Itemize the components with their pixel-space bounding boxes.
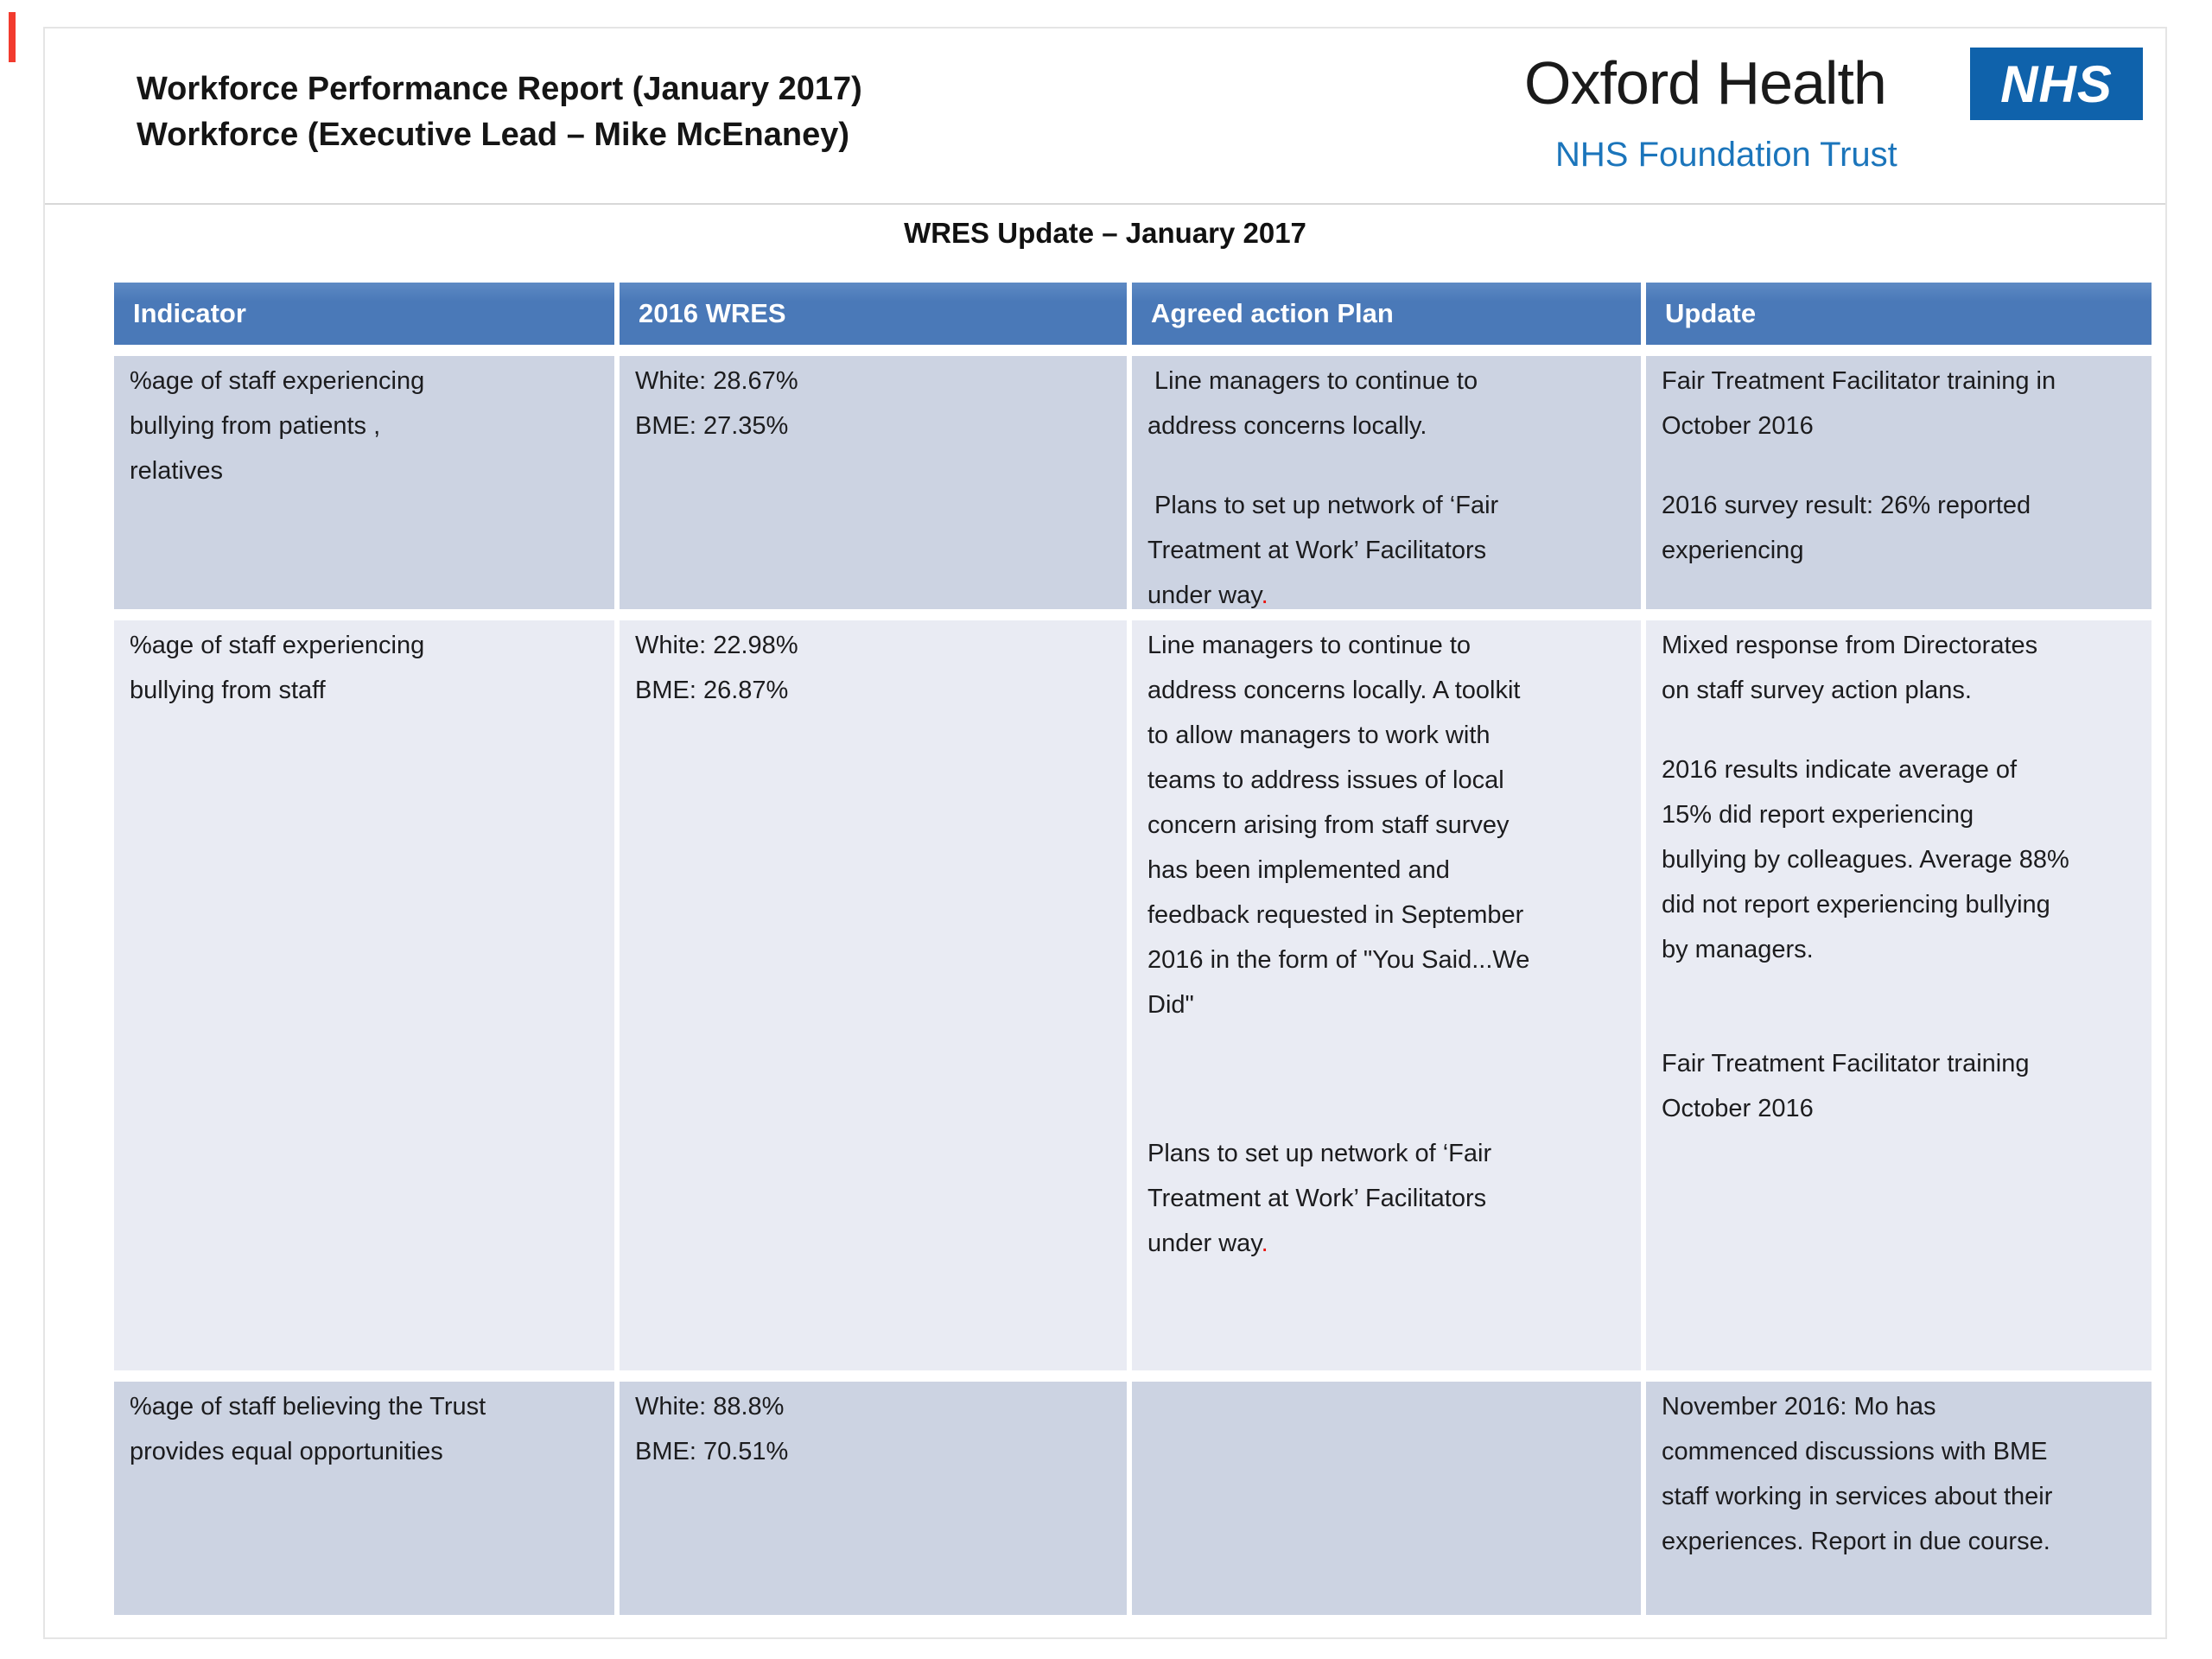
- text-line: [1147, 1062, 1629, 1096]
- table-title: WRES Update – January 2017: [904, 217, 1306, 249]
- cell-row3-indicator: %age of staff believing the Trust provide…: [114, 1382, 614, 1615]
- text-line: %age of staff believing the Trust: [130, 1393, 486, 1421]
- text-line: address concerns locally.: [1147, 412, 1427, 440]
- red-full-stop: .: [1261, 582, 1268, 609]
- text-line: BME: 26.87%: [635, 677, 789, 704]
- text-line: October 2016: [1662, 1095, 1814, 1122]
- text-line: feedback requested in September: [1147, 901, 1524, 929]
- text-line: experiencing: [1662, 537, 1804, 564]
- text-line: 2016 in the form of "You Said...We: [1147, 946, 1530, 974]
- text-line: on staff survey action plans.: [1662, 677, 1972, 704]
- report-title-line1: Workforce Performance Report (January 20…: [137, 71, 862, 107]
- text-line: Fair Treatment Facilitator training: [1662, 1050, 2030, 1077]
- text-line: [1147, 1027, 1629, 1062]
- text-line: under way.: [1147, 1230, 1268, 1257]
- text-line: bullying by colleagues. Average 88%: [1662, 846, 2069, 874]
- text-line: October 2016: [1662, 412, 1814, 440]
- text-line: concern arising from staff survey: [1147, 811, 1510, 839]
- text-line: by managers.: [1662, 936, 1814, 963]
- text-line: to allow managers to work with: [1147, 721, 1491, 749]
- text-line: White: 88.8%: [635, 1393, 785, 1421]
- cell-row1-action: Line managers to continue to address conc…: [1132, 356, 1641, 609]
- text-line: 2016 results indicate average of: [1662, 756, 2018, 784]
- text-line: [1662, 972, 2139, 1007]
- text-line: Fair Treatment Facilitator training in: [1662, 367, 2056, 395]
- left-edge-red-marker: [9, 12, 16, 62]
- text-line: Plans to set up network of ‘Fair: [1147, 492, 1499, 519]
- cell-row2-indicator: %age of staff experiencing bullying from …: [114, 620, 614, 1370]
- text-line: has been implemented and: [1147, 856, 1450, 884]
- nhs-logo-text: NHS: [2000, 54, 2113, 113]
- text-line: bullying from staff: [130, 677, 326, 704]
- text-line: [1662, 713, 2139, 747]
- text-line: White: 22.98%: [635, 632, 798, 659]
- text-line: Treatment at Work’ Facilitators: [1147, 1185, 1487, 1212]
- cell-row2-action: Line managers to continue to address conc…: [1132, 620, 1641, 1370]
- text-line: Did": [1147, 991, 1194, 1019]
- text-line: staff working in services about their: [1662, 1483, 2053, 1510]
- text-line: [1147, 1096, 1629, 1131]
- text-line: Treatment at Work’ Facilitators: [1147, 537, 1487, 564]
- cell-row1-indicator: %age of staff experiencing bullying from …: [114, 356, 614, 609]
- text-line: bullying from patients ,: [130, 412, 381, 440]
- column-header-2016-wres: 2016 WRES: [620, 283, 1127, 345]
- text-line: 15% did report experiencing: [1662, 801, 1974, 829]
- foundation-trust-text: NHS Foundation Trust: [1555, 136, 1897, 174]
- cell-row1-wres: White: 28.67% BME: 27.35%: [620, 356, 1127, 609]
- column-header-agreed-action-plan: Agreed action Plan: [1132, 283, 1641, 345]
- cell-row3-action: [1132, 1382, 1641, 1615]
- text-line: Plans to set up network of ‘Fair: [1147, 1140, 1492, 1167]
- text-line: teams to address issues of local: [1147, 766, 1504, 794]
- cell-row3-update: November 2016: Mo has commenced discussio…: [1646, 1382, 2152, 1615]
- text-line: [1147, 448, 1629, 483]
- text-line: %age of staff experiencing: [130, 632, 425, 659]
- cell-row3-wres: White: 88.8% BME: 70.51%: [620, 1382, 1127, 1615]
- text-line: under way.: [1147, 582, 1268, 609]
- text-line: 2016 survey result: 26% reported: [1662, 492, 2031, 519]
- text-line: address concerns locally. A toolkit: [1147, 677, 1521, 704]
- text-line: Line managers to continue to: [1147, 632, 1471, 659]
- page-header: Workforce Performance Report (January 20…: [45, 29, 2165, 205]
- text-line: White: 28.67%: [635, 367, 798, 395]
- oxford-health-logo-text: Oxford Health: [1524, 49, 1887, 117]
- text-line: Mixed response from Directorates: [1662, 632, 2038, 659]
- cell-row1-update: Fair Treatment Facilitator training in Oc…: [1646, 356, 2152, 609]
- cell-row2-update: Mixed response from Directorates on staff…: [1646, 620, 2152, 1370]
- text-line: [1662, 448, 2139, 483]
- text-line: [1662, 1007, 2139, 1041]
- text-line: Line managers to continue to: [1147, 367, 1478, 395]
- red-full-stop: .: [1261, 1230, 1268, 1257]
- report-title-line2: Workforce (Executive Lead – Mike McEnane…: [137, 117, 850, 153]
- text-line: BME: 27.35%: [635, 412, 789, 440]
- wres-table: Indicator 2016 WRES Agreed action Plan U…: [114, 283, 2152, 1615]
- text-line: %age of staff experiencing: [130, 367, 425, 395]
- column-header-update: Update: [1646, 283, 2152, 345]
- document-page: Workforce Performance Report (January 20…: [43, 27, 2167, 1639]
- cell-row2-wres: White: 22.98% BME: 26.87%: [620, 620, 1127, 1370]
- text-line: BME: 70.51%: [635, 1438, 789, 1465]
- text-line: experiences. Report in due course.: [1662, 1528, 2050, 1555]
- text-line: provides equal opportunities: [130, 1438, 443, 1465]
- text-line: relatives: [130, 457, 223, 485]
- text-line: commenced discussions with BME: [1662, 1438, 2048, 1465]
- text-line: did not report experiencing bullying: [1662, 891, 2050, 918]
- nhs-logo: NHS: [1970, 48, 2143, 120]
- text-line: November 2016: Mo has: [1662, 1393, 1936, 1421]
- column-header-indicator: Indicator: [114, 283, 614, 345]
- report-title: Workforce Performance Report (January 20…: [137, 67, 862, 158]
